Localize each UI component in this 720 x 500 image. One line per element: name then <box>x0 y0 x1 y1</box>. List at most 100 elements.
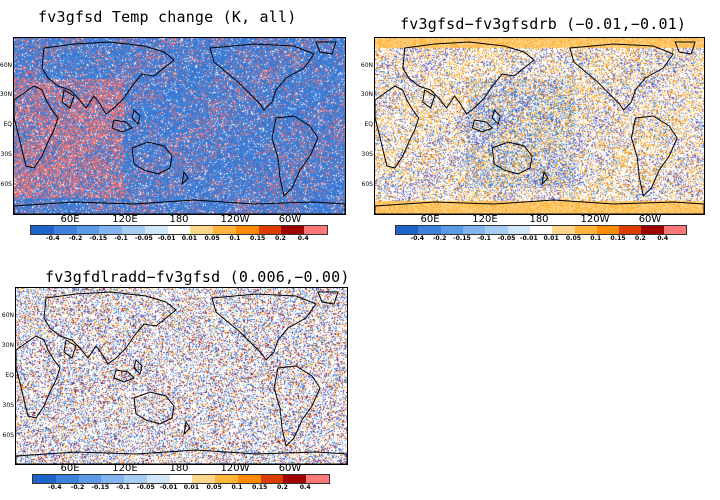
colorbar-label: 0.05 <box>565 235 582 242</box>
coastline <box>16 449 347 464</box>
colorbar-swatch <box>192 475 216 483</box>
coastline <box>315 41 337 55</box>
panel-title: fv3gfdlradd−fv3gfsd (0.006,−0.00) <box>45 268 350 286</box>
colorbar-label: 0.4 <box>299 484 311 491</box>
colorbar <box>32 474 330 484</box>
coastline <box>674 41 696 55</box>
colorbar-swatch <box>76 226 100 234</box>
colorbar-swatch <box>258 226 282 234</box>
lon-label-120w: 120W <box>220 463 250 474</box>
colorbar-label: -0.1 <box>477 235 491 242</box>
coastline <box>131 141 173 175</box>
temperature-field <box>16 288 347 464</box>
colorbar-swatch <box>31 226 54 234</box>
colorbar-label: 0.2 <box>274 235 286 242</box>
colorbar-label: -0.01 <box>157 235 176 242</box>
colorbar-swatch <box>663 226 687 234</box>
coastline <box>402 41 535 115</box>
colorbar-label: 0.15 <box>610 235 626 242</box>
colorbar-swatch <box>124 475 147 483</box>
coastline <box>491 109 501 125</box>
lon-label-60e: 60E <box>60 214 80 225</box>
colorbar-label: 0.1 <box>231 484 243 491</box>
panel-title: fv3gfsd Temp change (K, all) <box>38 8 297 26</box>
colorbar-label: 0.1 <box>590 235 602 242</box>
colorbar-swatch <box>485 226 508 234</box>
coastline <box>569 43 674 111</box>
coastline <box>211 293 317 361</box>
colorbar-swatch <box>574 226 597 234</box>
lon-label-120e: 120E <box>112 463 138 474</box>
lat-label-60s: 60S <box>0 181 12 188</box>
colorbar-swatch <box>596 226 620 234</box>
coastline <box>43 291 177 365</box>
coastline <box>111 119 133 133</box>
colorbar-swatch <box>213 226 236 234</box>
panel-title: fv3gfsd−fv3gfsdrb (−0.01,−0.01) <box>400 15 687 33</box>
colorbar-label: -0.05 <box>134 235 153 242</box>
coastline <box>209 43 315 111</box>
map-plot <box>13 37 346 215</box>
colorbar-label: 0.15 <box>250 235 266 242</box>
coastline <box>273 365 321 447</box>
colorbar-swatch <box>33 475 56 483</box>
coastline <box>375 85 420 169</box>
colorbar-swatch <box>260 475 284 483</box>
colorbar-swatch <box>304 226 327 234</box>
coastline <box>133 359 143 375</box>
lon-label-180: 180 <box>529 214 549 225</box>
coastline <box>471 119 494 133</box>
lat-label-60s: 60S <box>2 432 14 439</box>
lat-label-eq: EQ <box>5 372 14 379</box>
colorbar-label: 0.4 <box>297 235 309 242</box>
colorbar-swatch <box>619 226 642 234</box>
coastline <box>375 199 704 214</box>
temperature-field <box>375 38 704 214</box>
lat-label-30s: 30S <box>2 402 14 409</box>
colorbar-label: -0.15 <box>91 484 110 491</box>
colorbar-label: 0.4 <box>657 235 669 242</box>
lat-label-eq: EQ <box>3 121 12 128</box>
coastline <box>14 85 59 169</box>
colorbar <box>30 225 328 235</box>
coastline-overlay <box>16 288 347 464</box>
colorbar-label: 0.01 <box>183 484 200 491</box>
colorbar-swatch <box>418 226 441 234</box>
map-plot <box>374 37 705 215</box>
coastline <box>491 141 533 175</box>
colorbar-label: -0.1 <box>116 484 130 491</box>
colorbar-label: -0.1 <box>114 235 128 242</box>
colorbar-swatch <box>440 226 463 234</box>
colorbar-swatch <box>215 475 238 483</box>
lon-label-60w: 60W <box>278 214 302 225</box>
lon-label-60w: 60W <box>278 463 302 474</box>
lon-label-180: 180 <box>169 214 189 225</box>
coastline <box>133 391 175 425</box>
colorbar-swatch <box>396 226 419 234</box>
colorbar-label: -0.05 <box>497 235 516 242</box>
lat-label-30n: 30N <box>360 91 373 98</box>
colorbar-label: -0.4 <box>46 235 60 242</box>
coastline <box>14 199 345 214</box>
colorbar-swatch <box>55 475 79 483</box>
coastline <box>131 109 141 125</box>
colorbar-label: -0.4 <box>410 235 425 242</box>
colorbar-swatch <box>99 226 123 234</box>
colorbar-swatch <box>552 226 575 234</box>
lat-label-eq: EQ <box>364 121 373 128</box>
colorbar-label: 0.05 <box>206 484 222 491</box>
colorbar-label: -0.2 <box>68 235 83 242</box>
coastline <box>61 89 75 109</box>
colorbar-label: 0.2 <box>634 235 646 242</box>
colorbar-label: 0.1 <box>229 235 241 242</box>
lon-label-60e: 60E <box>60 463 80 474</box>
colorbar-label: -0.2 <box>70 484 85 491</box>
colorbar-swatch <box>507 226 530 234</box>
colorbar-swatch <box>122 226 145 234</box>
lon-label-120e: 120E <box>472 214 498 225</box>
lon-label-60e: 60E <box>420 214 440 225</box>
coastline <box>183 420 191 436</box>
coastline-overlay <box>14 38 345 214</box>
coastline <box>113 369 135 383</box>
coastline <box>181 170 189 186</box>
